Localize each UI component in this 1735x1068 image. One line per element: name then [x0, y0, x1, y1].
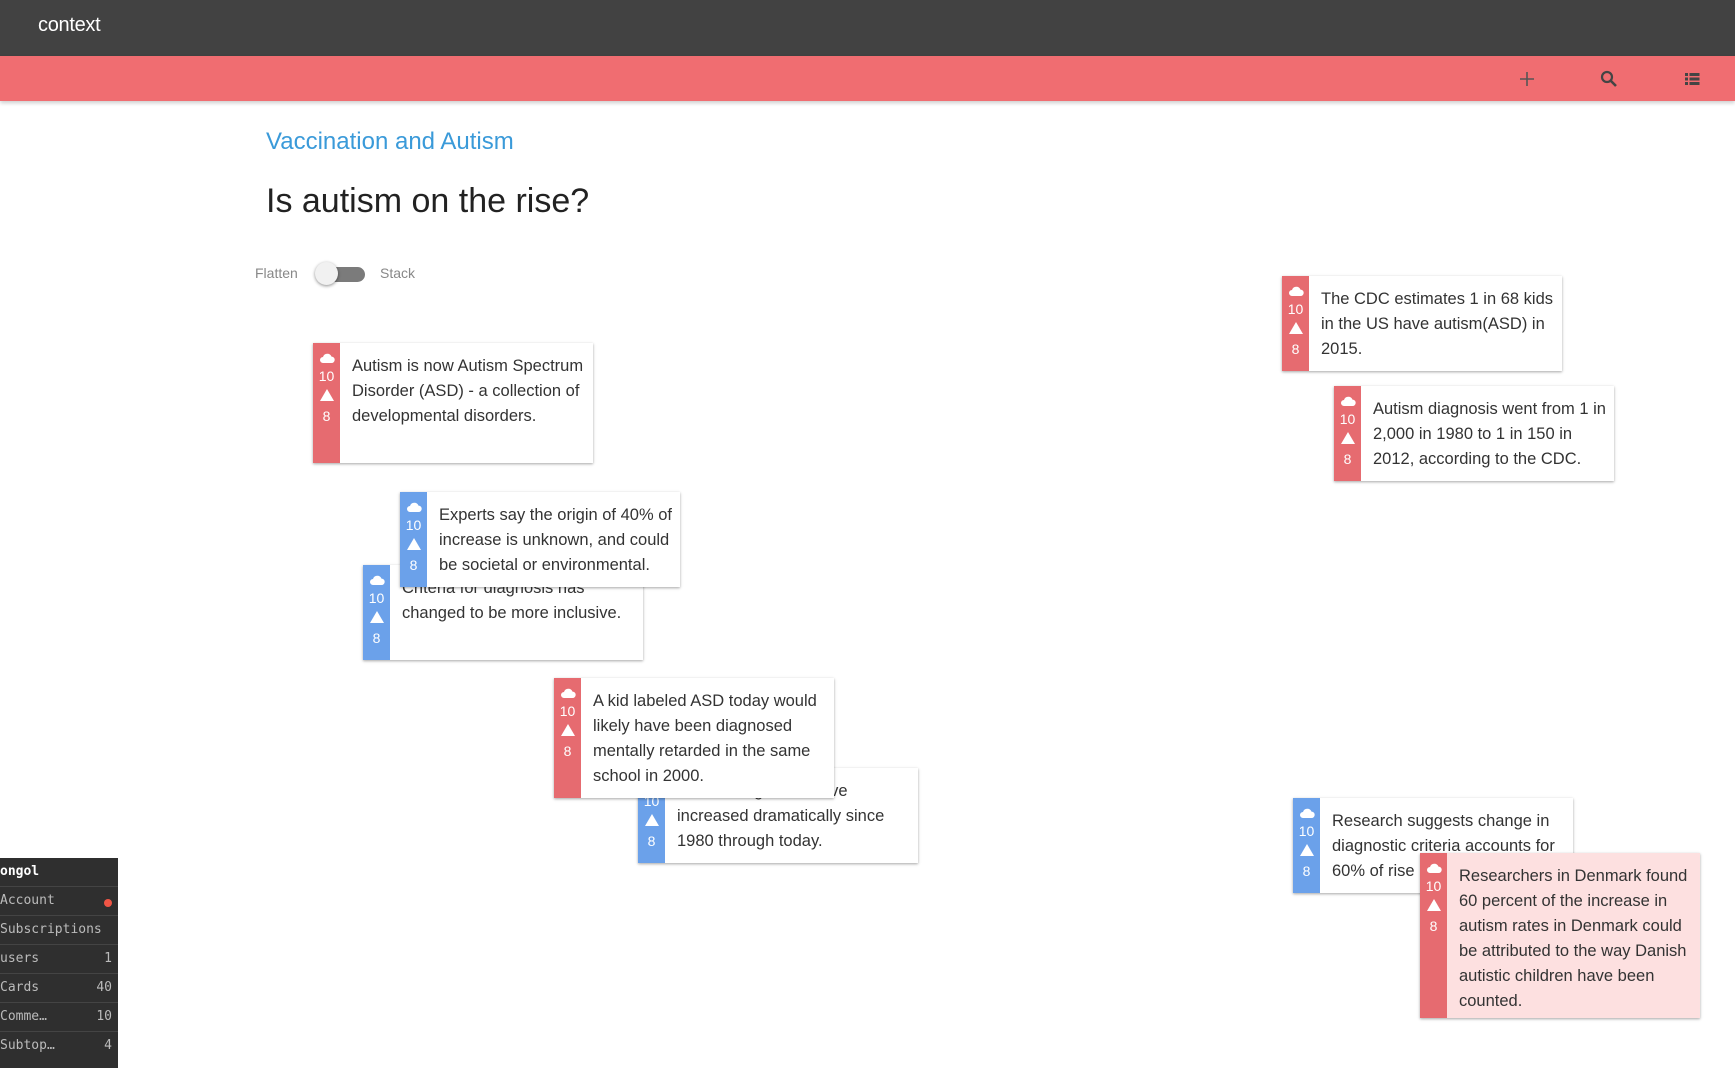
page-title: Is autism on the rise? [266, 182, 590, 220]
stack-label: Stack [380, 265, 416, 281]
debug-panel: ongol Account Subscriptions users 1 Card… [0, 858, 118, 1068]
debug-row-cards[interactable]: Cards 40 [0, 973, 118, 1002]
card-number: 8 [1343, 451, 1352, 467]
warning-icon [644, 814, 659, 826]
search-icon[interactable] [1594, 64, 1624, 94]
debug-row-label: Comme… [0, 1009, 47, 1024]
card-text: Experts say the origin of 40% of increas… [439, 506, 672, 574]
debug-row-label: Cards [0, 980, 40, 995]
card-number: 8 [322, 408, 331, 424]
claim-card[interactable]: 10 8 The CDC estimates 1 in 68 kids in t… [1282, 276, 1562, 371]
flatten-label: Flatten [255, 265, 298, 281]
card-stats: 10 8 [1334, 386, 1361, 481]
top-app-bar: context [0, 0, 1735, 56]
claim-card[interactable]: 10 8 Autism is now Autism Spectrum Disor… [313, 343, 593, 463]
cloud-icon [369, 575, 385, 585]
warning-icon [1426, 899, 1441, 911]
card-text: Autism is now Autism Spectrum Disorder (… [352, 357, 584, 425]
cloud-icon [1288, 286, 1304, 296]
card-number: 8 [563, 743, 572, 759]
card-count: 10 [1425, 878, 1442, 894]
cloud-icon [560, 688, 576, 698]
card-stats: 10 8 [400, 492, 427, 587]
card-stats: 10 8 [363, 565, 390, 660]
status-dot [104, 899, 112, 907]
card-count: 10 [1339, 411, 1356, 427]
debug-row-label: Subtop… [0, 1038, 55, 1053]
card-text: The CDC estimates 1 in 68 kids in the US… [1321, 290, 1554, 358]
card-stats: 10 8 [313, 343, 340, 463]
debug-row-value: 4 [104, 1038, 112, 1053]
card-text: A kid labeled ASD today would likely hav… [593, 692, 817, 785]
card-count: 10 [559, 703, 576, 719]
warning-icon [406, 538, 421, 550]
card-text: Autism diagnosis went from 1 in 2,000 in… [1373, 400, 1606, 468]
debug-panel-title: ongol [0, 864, 40, 879]
debug-row-label: Account [0, 893, 55, 908]
card-number: 8 [1429, 918, 1438, 934]
card-number: 8 [1302, 863, 1311, 879]
card-count: 10 [1298, 823, 1315, 839]
warning-icon [1299, 844, 1314, 856]
claim-card[interactable]: 10 8 A kid labeled ASD today would likel… [554, 678, 834, 798]
warning-icon [560, 724, 575, 736]
flatten-stack-switch[interactable] [315, 262, 367, 286]
card-count: 10 [1287, 301, 1304, 317]
card-stats: 10 8 [554, 678, 581, 798]
debug-row-label: Subscriptions [0, 922, 102, 937]
debug-row-label: users [0, 951, 40, 966]
card-number: 8 [409, 557, 418, 573]
warning-icon [1288, 322, 1303, 334]
cloud-icon [1340, 396, 1356, 406]
breadcrumb-topic-link[interactable]: Vaccination and Autism [266, 128, 514, 155]
cloud-icon [1426, 863, 1442, 873]
card-stats: 10 8 [1282, 276, 1309, 371]
card-stats: 10 8 [1293, 798, 1320, 893]
card-count: 10 [368, 590, 385, 606]
warning-icon [369, 611, 384, 623]
card-number: 8 [1291, 341, 1300, 357]
cloud-icon [1299, 808, 1315, 818]
debug-row-subtopics[interactable]: Subtop… 4 [0, 1031, 118, 1060]
debug-row-value: 40 [96, 980, 112, 995]
card-number: 8 [647, 833, 656, 849]
brand-logo[interactable]: context [38, 14, 101, 36]
card-number: 8 [372, 630, 381, 646]
list-icon[interactable] [1677, 64, 1707, 94]
card-stats: 10 8 [1420, 853, 1447, 1018]
claim-card[interactable]: 10 8 Experts say the origin of 40% of in… [400, 492, 680, 587]
debug-row-value: 10 [96, 1009, 112, 1024]
debug-row-users[interactable]: users 1 [0, 944, 118, 973]
warning-icon [319, 389, 334, 401]
card-text: Research suggests change in diagnostic c… [1332, 812, 1555, 880]
cloud-icon [319, 353, 335, 363]
claim-card[interactable]: 10 8 Autism diagnosis went from 1 in 2,0… [1334, 386, 1614, 481]
debug-row-comments[interactable]: Comme… 10 [0, 1002, 118, 1031]
switch-knob[interactable] [315, 262, 338, 285]
card-count: 10 [318, 368, 335, 384]
cloud-icon [406, 502, 422, 512]
plus-icon[interactable] [1512, 64, 1542, 94]
card-text: Researchers in Denmark found 60 percent … [1459, 867, 1688, 1010]
card-count: 10 [405, 517, 422, 533]
toolbar [0, 56, 1735, 101]
debug-row-account[interactable]: Account [0, 886, 118, 915]
warning-icon [1340, 432, 1355, 444]
claim-card-highlighted[interactable]: 10 8 Researchers in Denmark found 60 per… [1420, 853, 1700, 1018]
debug-row-value: 1 [104, 951, 112, 966]
debug-row-subscriptions[interactable]: Subscriptions [0, 915, 118, 944]
